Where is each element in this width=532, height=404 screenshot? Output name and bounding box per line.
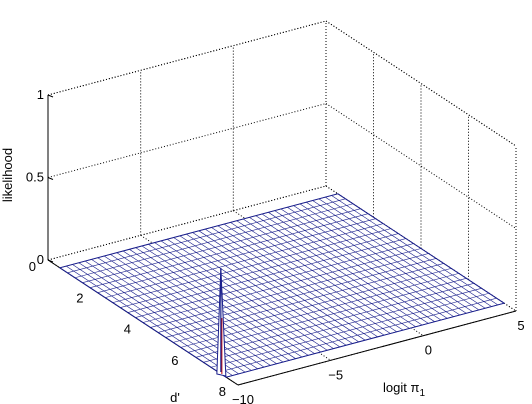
mesh-line xyxy=(205,228,372,339)
mesh-line xyxy=(268,212,435,322)
mesh-line xyxy=(337,193,505,304)
mesh-line xyxy=(217,225,385,336)
mesh-line xyxy=(173,237,341,348)
mesh-line xyxy=(312,200,480,311)
mesh-line xyxy=(325,196,492,307)
mesh-line xyxy=(91,259,258,370)
mesh-line xyxy=(129,249,296,359)
y-axis-label-sub: 1 xyxy=(419,388,425,399)
x-axis-label: d' xyxy=(170,390,180,404)
x-tick-label: 8 xyxy=(219,384,226,399)
mesh-line xyxy=(135,247,303,358)
mesh-line xyxy=(249,217,416,327)
mesh-line xyxy=(287,207,454,317)
mesh-line xyxy=(179,235,347,346)
likelihood-peak xyxy=(216,268,227,377)
y-axis-label: logit π1 xyxy=(383,380,425,399)
mesh-line xyxy=(331,195,498,306)
mesh-line xyxy=(167,238,334,349)
z-gridline xyxy=(325,20,517,147)
x-tick-label: 4 xyxy=(124,322,131,337)
mesh-line xyxy=(198,230,366,341)
mesh-line xyxy=(261,213,429,324)
tick-labels: 0 0.5 1 0 2 4 6 8 −10 −5 0 5 xyxy=(26,87,525,404)
z-tick-label: 0 xyxy=(37,252,44,267)
mesh-line xyxy=(97,257,265,368)
y-tick-label: −10 xyxy=(232,392,254,404)
mesh-line xyxy=(306,201,473,312)
y-tick-label: 0 xyxy=(425,343,432,358)
mesh-line xyxy=(223,223,391,334)
z-gridline xyxy=(325,103,517,229)
mesh-line xyxy=(160,240,328,351)
x-tick-label: 2 xyxy=(76,290,83,305)
mesh-line xyxy=(242,218,410,329)
mesh-line xyxy=(72,264,239,375)
mesh-line xyxy=(293,205,461,316)
mesh-line xyxy=(280,208,448,319)
mesh-line xyxy=(103,255,271,366)
z-tick-mark xyxy=(47,177,54,180)
mesh-line xyxy=(230,222,397,333)
x-tick-label: 0 xyxy=(29,259,36,274)
mesh-line xyxy=(299,203,467,314)
z-gridline xyxy=(47,20,327,96)
mesh-line xyxy=(154,242,322,353)
mesh-line xyxy=(110,254,277,364)
mesh-line xyxy=(59,267,227,378)
mesh-line xyxy=(116,252,284,363)
y-axis-line xyxy=(237,310,517,386)
mesh-line xyxy=(211,227,378,338)
mesh-line xyxy=(255,215,423,326)
mesh-line xyxy=(148,244,315,354)
mesh-line xyxy=(274,210,442,321)
mesh-line xyxy=(318,198,486,309)
z-gridline xyxy=(47,103,327,178)
z-axis-label: likelihood xyxy=(0,148,15,202)
z-tick-label: 0.5 xyxy=(26,170,44,185)
z-tick-mark xyxy=(47,94,54,98)
mesh-line xyxy=(186,233,353,344)
y-tick-label: 5 xyxy=(517,318,524,333)
surface-mesh xyxy=(58,193,506,378)
mesh-line xyxy=(236,220,404,331)
z-tick-mark xyxy=(47,259,54,263)
mesh-line xyxy=(141,245,309,356)
mesh-line xyxy=(192,232,359,343)
y-tick-label: −5 xyxy=(328,367,343,382)
z-tick-label: 1 xyxy=(37,87,44,102)
mesh-line xyxy=(122,250,290,361)
y-axis-label-main: logit π xyxy=(383,380,419,395)
mesh-line xyxy=(66,265,233,376)
x-tick-label: 6 xyxy=(171,353,178,368)
